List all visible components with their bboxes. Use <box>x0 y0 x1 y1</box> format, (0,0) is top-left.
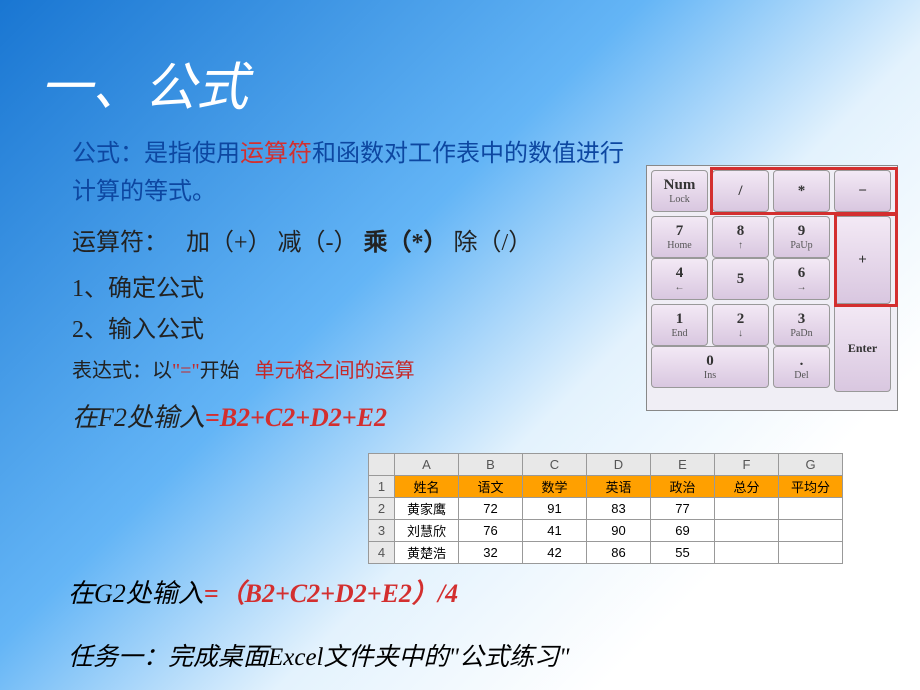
key-plus[interactable]: + <box>834 216 891 304</box>
key-enter[interactable]: Enter <box>834 304 891 392</box>
table-row-3: 3 刘慧欣76419069 <box>369 520 843 542</box>
table-corner <box>369 454 395 476</box>
col-D: D <box>587 454 651 476</box>
expr-start: 开始 <box>200 360 240 382</box>
key-dot[interactable]: .Del <box>773 346 830 388</box>
key-multiply[interactable]: * <box>773 170 830 212</box>
col-C: C <box>523 454 587 476</box>
task-line: 任务一：完成桌面Excel文件夹中的"公式练习" <box>68 637 570 673</box>
key-5[interactable]: 5 <box>712 258 769 300</box>
ops-label: 运算符： <box>72 230 168 256</box>
key-2[interactable]: 2↓ <box>712 304 769 346</box>
def-prefix: 公式： <box>72 141 144 167</box>
op-mul: 乘（*） <box>364 230 448 256</box>
g2-paren: （B2+C2+D2+E2） <box>219 579 438 608</box>
op-div: 除（/） <box>454 230 533 256</box>
key-0[interactable]: 0Ins <box>651 346 769 388</box>
f2-formula: =B2+C2+D2+E2 <box>205 403 387 432</box>
def-red: 运算符 <box>240 141 312 167</box>
op-sub: 减（-） <box>278 230 358 256</box>
col-B: B <box>459 454 523 476</box>
excel-table: A B C D E F G 1 姓名语文数学英语政治总分平均分 2 黄家鹰729… <box>368 453 843 564</box>
key-9[interactable]: 9PaUp <box>773 216 830 258</box>
table-row-1: 1 姓名语文数学英语政治总分平均分 <box>369 476 843 498</box>
g2-eq: = <box>204 579 219 608</box>
key-7[interactable]: 7Home <box>651 216 708 258</box>
key-divide[interactable]: / <box>712 170 769 212</box>
expr-label: 表达式：以 <box>72 360 172 382</box>
table-row-2: 2 黄家鹰72918377 <box>369 498 843 520</box>
key-1[interactable]: 1End <box>651 304 708 346</box>
g2-div: /4 <box>438 579 458 608</box>
expr-eq: "=" <box>172 360 200 382</box>
key-6[interactable]: 6→ <box>773 258 830 300</box>
op-add: 加（+） <box>186 230 272 256</box>
key-3[interactable]: 3PaDn <box>773 304 830 346</box>
col-E: E <box>651 454 715 476</box>
key-4[interactable]: 4← <box>651 258 708 300</box>
g2-prefix: 在G2处输入 <box>68 579 204 608</box>
def-p1: 是指使用 <box>144 141 240 167</box>
key-8[interactable]: 8↑ <box>712 216 769 258</box>
col-A: A <box>395 454 459 476</box>
key-minus[interactable]: − <box>834 170 891 212</box>
slide-title: 一、公式 <box>40 45 248 120</box>
key-numlock[interactable]: NumLock <box>651 170 708 212</box>
f2-prefix: 在F2处输入 <box>72 403 205 432</box>
numeric-keypad: NumLock / * − 7Home 8↑ 9PaUp + 4← 5 6→ 1… <box>646 165 898 411</box>
col-F: F <box>715 454 779 476</box>
col-G: G <box>779 454 843 476</box>
expr-tail: 单元格之间的运算 <box>255 360 415 382</box>
definition-text: 公式：是指使用运算符和函数对工作表中的数值进行计算的等式。 <box>72 135 632 212</box>
g2-line: 在G2处输入=（B2+C2+D2+E2）/4 <box>68 573 458 610</box>
table-row-4: 4 黄楚浩32428655 <box>369 542 843 564</box>
